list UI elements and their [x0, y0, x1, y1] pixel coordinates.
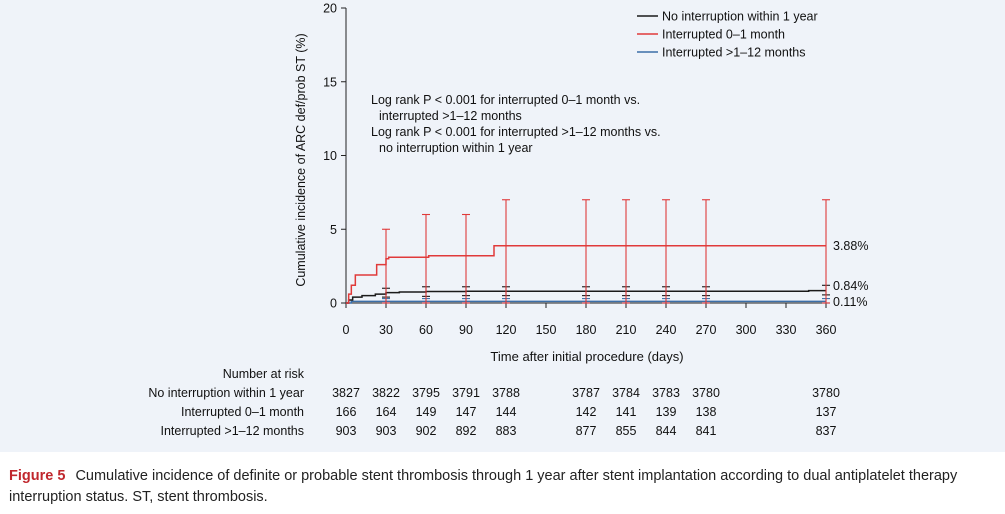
legend-label-interrupted-0-1m: Interrupted 0–1 month [662, 28, 785, 42]
legend-label-interrupted-1-12m: Interrupted >1–12 months [662, 46, 806, 60]
y-tick-label: 0 [330, 297, 337, 311]
risk-cell: 3795 [412, 386, 440, 400]
risk-row-label: No interruption within 1 year [148, 386, 304, 400]
risk-row-label: Interrupted >1–12 months [161, 424, 305, 438]
y-axis-label: Cumulative incidence of ARC def/prob ST … [294, 33, 308, 286]
figure-panel [0, 0, 1005, 452]
risk-cell: 3784 [612, 386, 640, 400]
risk-cell: 877 [576, 424, 597, 438]
risk-cell: 149 [416, 405, 437, 419]
risk-cell: 844 [656, 424, 677, 438]
risk-cell: 3783 [652, 386, 680, 400]
risk-cell: 147 [456, 405, 477, 419]
risk-cell: 3827 [332, 386, 360, 400]
y-tick-label: 20 [323, 2, 337, 16]
risk-cell: 3822 [372, 386, 400, 400]
y-tick-label: 15 [323, 75, 337, 89]
risk-row-label: Interrupted 0–1 month [181, 405, 304, 419]
risk-cell: 164 [376, 405, 397, 419]
x-tick-label: 90 [459, 323, 473, 337]
x-tick-label: 360 [816, 323, 837, 337]
x-tick-label: 300 [736, 323, 757, 337]
legend-label-no-interruption: No interruption within 1 year [662, 10, 818, 24]
logrank-line-4: no interruption within 1 year [379, 141, 533, 155]
risk-cell: 3780 [812, 386, 840, 400]
figure-caption: Figure 5 Cumulative incidence of definit… [9, 466, 1001, 508]
risk-cell: 903 [376, 424, 397, 438]
risk-table-heading: Number at risk [223, 367, 305, 381]
y-tick-label: 10 [323, 149, 337, 163]
risk-cell: 903 [336, 424, 357, 438]
risk-cell: 3780 [692, 386, 720, 400]
risk-cell: 855 [616, 424, 637, 438]
x-tick-label: 210 [616, 323, 637, 337]
risk-cell: 3788 [492, 386, 520, 400]
x-tick-label: 60 [419, 323, 433, 337]
caption-text: Cumulative incidence of definite or prob… [9, 468, 958, 505]
y-tick-label: 5 [330, 223, 337, 237]
x-tick-label: 330 [776, 323, 797, 337]
risk-cell: 142 [576, 405, 597, 419]
logrank-line-3: Log rank P < 0.001 for interrupted >1–12… [371, 125, 661, 139]
risk-cell: 144 [496, 405, 517, 419]
x-tick-label: 30 [379, 323, 393, 337]
caption-label: Figure 5 [9, 468, 66, 484]
risk-cell: 139 [656, 405, 677, 419]
logrank-line-2: interrupted >1–12 months [379, 109, 522, 123]
risk-cell: 3791 [452, 386, 480, 400]
risk-cell: 883 [496, 424, 517, 438]
x-tick-label: 240 [656, 323, 677, 337]
x-tick-label: 270 [696, 323, 717, 337]
risk-cell: 166 [336, 405, 357, 419]
end-label-interrupted-0-1m: 3.88% [833, 239, 868, 253]
x-axis-label: Time after initial procedure (days) [490, 349, 683, 364]
km-chart: Cumulative incidence of ARC def/prob ST … [148, 2, 868, 439]
risk-cell: 837 [816, 424, 837, 438]
x-tick-label: 150 [536, 323, 557, 337]
end-label-interrupted-1-12m: 0.11% [833, 295, 868, 309]
risk-cell: 137 [816, 405, 837, 419]
x-tick-label: 0 [343, 323, 350, 337]
logrank-line-1: Log rank P < 0.001 for interrupted 0–1 m… [371, 93, 640, 107]
series-line-interrupted-0-1m [346, 245, 826, 304]
x-tick-label: 120 [496, 323, 517, 337]
risk-cell: 138 [696, 405, 717, 419]
risk-cell: 841 [696, 424, 717, 438]
risk-cell: 3787 [572, 386, 600, 400]
risk-cell: 892 [456, 424, 477, 438]
x-tick-label: 180 [576, 323, 597, 337]
end-label-no-interruption: 0.84% [833, 279, 868, 293]
risk-cell: 902 [416, 424, 437, 438]
risk-cell: 141 [616, 405, 637, 419]
